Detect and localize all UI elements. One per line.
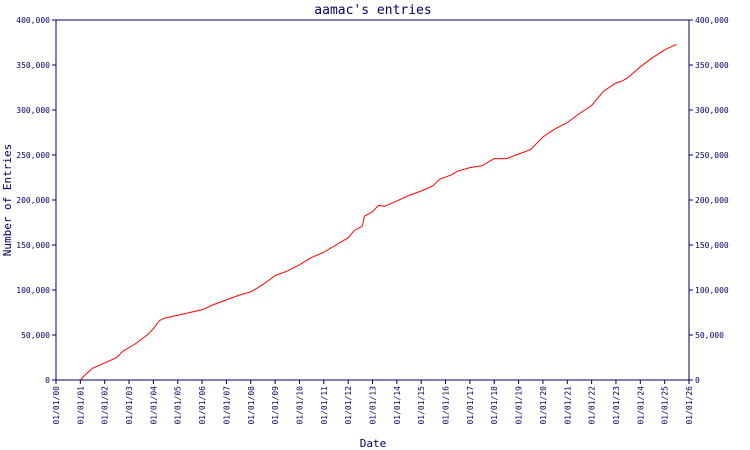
series-line bbox=[80, 43, 677, 381]
chart-title: aamac's entries bbox=[314, 3, 431, 18]
x-tick-label: 01/01/09 bbox=[271, 386, 280, 425]
x-tick-label: 01/01/04 bbox=[149, 386, 158, 425]
x-tick-label: 01/01/14 bbox=[393, 386, 402, 425]
x-tick-label: 01/01/22 bbox=[588, 386, 597, 425]
x-tick-label: 01/01/02 bbox=[101, 386, 110, 425]
x-tick-label: 01/01/12 bbox=[344, 386, 353, 425]
y-tick-label-left: 400,000 bbox=[16, 16, 50, 25]
x-tick-label: 01/01/24 bbox=[636, 386, 645, 425]
y-tick-label-left: 350,000 bbox=[16, 61, 50, 70]
x-axis: 01/01/00 01/01/01 01/01/02 01/01/03 01/01/04… bbox=[52, 380, 694, 425]
y-tick-label-right: 250,000 bbox=[695, 151, 729, 160]
x-tick-label: 01/01/13 bbox=[369, 386, 378, 425]
y-tick-label-right: 400,000 bbox=[695, 16, 729, 25]
x-tick-label: 01/01/15 bbox=[417, 386, 426, 425]
x-tick-label: 01/01/20 bbox=[539, 386, 548, 425]
x-tick-label: 01/01/16 bbox=[442, 386, 451, 425]
x-tick-label: 01/01/01 bbox=[76, 386, 85, 425]
x-tick-label: 01/01/05 bbox=[174, 386, 183, 425]
y-tick-label-right: 350,000 bbox=[695, 61, 729, 70]
y-tick-label-right: 300,000 bbox=[695, 106, 729, 115]
x-tick-label: 01/01/03 bbox=[125, 386, 134, 425]
y-tick-label-left: 300,000 bbox=[16, 106, 50, 115]
y-tick-label-right: 150,000 bbox=[695, 241, 729, 250]
x-tick-label: 01/01/00 bbox=[52, 386, 61, 425]
x-tick-label: 01/01/19 bbox=[515, 386, 524, 425]
y-tick-label-left: 0 bbox=[45, 376, 50, 385]
x-tick-label: 01/01/23 bbox=[612, 386, 621, 425]
y-tick-label-left: 150,000 bbox=[16, 241, 50, 250]
y-tick-label-right: 200,000 bbox=[695, 196, 729, 205]
x-tick-label: 01/01/10 bbox=[295, 386, 304, 425]
x-axis-label: Date bbox=[360, 437, 387, 450]
y-tick-label-left: 50,000 bbox=[21, 331, 50, 340]
x-tick-label: 01/01/26 bbox=[685, 386, 694, 425]
x-tick-label: 01/01/11 bbox=[320, 386, 329, 425]
y-tick-label-right: 0 bbox=[695, 376, 700, 385]
series-layer bbox=[80, 43, 677, 381]
y-tick-label-left: 200,000 bbox=[16, 196, 50, 205]
x-tick-label: 01/01/07 bbox=[222, 386, 231, 425]
x-tick-label: 01/01/25 bbox=[661, 386, 670, 425]
y-axis-label: Number of Entries bbox=[1, 144, 14, 257]
x-tick-label: 01/01/18 bbox=[490, 386, 499, 425]
x-tick-label: 01/01/06 bbox=[198, 386, 207, 425]
x-tick-label: 01/01/17 bbox=[466, 386, 475, 425]
x-tick-label: 01/01/21 bbox=[563, 386, 572, 425]
y-tick-label-left: 250,000 bbox=[16, 151, 50, 160]
y-axis-left: 0 50,000 100,000 150,000 200,000 250,000 300,0… bbox=[16, 16, 56, 385]
plot-frame bbox=[55, 19, 690, 381]
x-tick-label: 01/01/08 bbox=[247, 386, 256, 425]
y-axis-right: 0 50,000 100,000 150,000 200,000 250,000 300,0… bbox=[689, 16, 729, 385]
y-tick-label-left: 100,000 bbox=[16, 286, 50, 295]
y-tick-label-right: 100,000 bbox=[695, 286, 729, 295]
y-tick-label-right: 50,000 bbox=[695, 331, 724, 340]
